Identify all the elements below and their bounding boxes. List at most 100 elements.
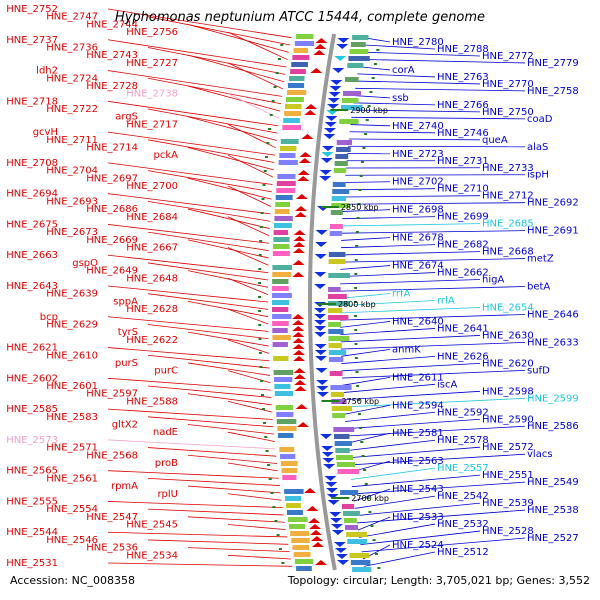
left-gene-label: HNE_2752 xyxy=(6,4,58,15)
scale-tick xyxy=(361,161,365,163)
scale-tick xyxy=(355,245,359,247)
forward-gene-arrow xyxy=(301,134,314,139)
right-gene-label: HNE_2563 xyxy=(392,456,444,467)
feature-box-right xyxy=(349,49,369,54)
left-leader-line xyxy=(107,8,292,39)
right-gene-label: HNE_2598 xyxy=(482,386,534,397)
feature-box-left xyxy=(276,412,294,417)
right-leader-line xyxy=(340,314,526,321)
left-leader-line xyxy=(147,77,282,105)
left-gene-label: HNE_2561 xyxy=(46,473,98,484)
feature-box-left xyxy=(274,209,290,214)
scale-tick xyxy=(277,58,281,60)
scale-tick xyxy=(358,189,362,191)
left-leader-line xyxy=(147,108,278,134)
feature-box-left xyxy=(272,279,289,284)
forward-gene-arrow xyxy=(314,44,327,49)
feature-box-left xyxy=(282,475,297,480)
reverse-gene-arrow xyxy=(315,242,328,247)
scale-tick xyxy=(368,511,372,513)
left-leader-line xyxy=(227,462,278,472)
feature-box-left xyxy=(272,251,290,256)
right-gene-label: HNE_2731 xyxy=(437,156,489,167)
scale-tick xyxy=(278,548,282,550)
right-gene-label: HNE_2788 xyxy=(437,44,489,55)
left-gene-label: proB xyxy=(155,458,178,469)
left-leader-line xyxy=(147,508,284,516)
scale-tick xyxy=(356,217,360,219)
right-gene-label: sufD xyxy=(527,365,550,376)
right-leader-line xyxy=(350,124,391,127)
reverse-gene-arrow xyxy=(323,134,336,139)
right-gene-label: HNE_2533 xyxy=(392,512,444,523)
forward-gene-arrow xyxy=(292,272,305,277)
left-gene-label: HNE_2722 xyxy=(46,104,98,115)
feature-box-left xyxy=(272,265,292,270)
reverse-gene-arrow xyxy=(323,464,336,469)
feature-box-right xyxy=(328,294,347,299)
left-gene-label: HNE_2756 xyxy=(126,27,178,38)
right-gene-label: HNE_2750 xyxy=(482,107,534,118)
feature-box-left xyxy=(272,286,289,291)
right-leader-line xyxy=(364,551,436,567)
right-gene-label: HNE_2538 xyxy=(527,505,579,516)
scale-tick xyxy=(259,226,263,228)
feature-box-left xyxy=(273,244,290,249)
feature-box-left xyxy=(293,552,311,557)
scale-tick xyxy=(363,469,367,471)
left-gene-label: HNE_2711 xyxy=(46,135,98,146)
left-gene-label: gcvH xyxy=(33,127,58,138)
right-leader-line xyxy=(351,116,526,120)
scale-tick xyxy=(273,86,277,88)
right-leader-line xyxy=(341,223,481,227)
right-leader-line xyxy=(357,516,391,531)
left-leader-line xyxy=(107,224,270,244)
right-gene-label: HNE_2710 xyxy=(437,184,489,195)
left-gene-label: HNE_2708 xyxy=(6,158,58,169)
right-gene-label: HNE_2746 xyxy=(437,128,489,139)
left-leader-line xyxy=(147,200,271,222)
right-gene-label: HNE_2626 xyxy=(437,351,489,362)
scale-tick xyxy=(355,371,359,373)
right-gene-label: HNE_2780 xyxy=(392,37,444,48)
right-gene-label: HNE_2640 xyxy=(392,316,444,327)
kbp-marker-label: 2850 kbp xyxy=(341,203,379,212)
feature-box-right xyxy=(332,413,346,418)
reverse-gene-arrow xyxy=(331,524,344,529)
left-gene-label: HNE_2675 xyxy=(6,219,58,230)
feature-box-left xyxy=(278,160,298,165)
left-leader-line xyxy=(147,170,273,193)
feature-box-right xyxy=(331,406,352,411)
reverse-gene-arrow xyxy=(314,284,327,289)
left-gene-label: HNE_2743 xyxy=(86,50,138,61)
left-leader-line xyxy=(107,131,276,156)
right-leader-line xyxy=(344,181,391,183)
right-leader-line xyxy=(343,195,481,198)
forward-gene-arrow xyxy=(308,518,321,523)
feature-box-right xyxy=(342,91,362,96)
scale-tick xyxy=(269,114,273,116)
scale-tick xyxy=(354,287,358,289)
right-gene-label: HNE_2581 xyxy=(392,428,444,439)
left-leader-line xyxy=(107,100,279,127)
forward-gene-arrow xyxy=(294,380,307,385)
left-leader-line xyxy=(107,193,271,215)
right-leader-line xyxy=(340,279,481,285)
scale-tick xyxy=(377,567,381,569)
feature-box-left xyxy=(272,328,288,333)
scale-tick xyxy=(354,315,358,317)
left-leader-line xyxy=(227,31,288,61)
left-leader-line xyxy=(147,16,291,46)
left-leader-line xyxy=(187,331,269,347)
forward-gene-arrow xyxy=(304,110,317,115)
reverse-gene-arrow xyxy=(330,518,343,523)
scale-tick xyxy=(359,427,363,429)
left-gene-label: HNE_2736 xyxy=(46,42,98,53)
reverse-gene-arrow xyxy=(324,128,337,133)
left-leader-line xyxy=(147,324,269,340)
forward-gene-arrow xyxy=(309,530,322,535)
right-leader-line xyxy=(345,418,481,430)
feature-box-left xyxy=(275,202,291,207)
left-leader-line xyxy=(147,477,280,486)
left-gene-label: HNE_2622 xyxy=(126,335,178,346)
